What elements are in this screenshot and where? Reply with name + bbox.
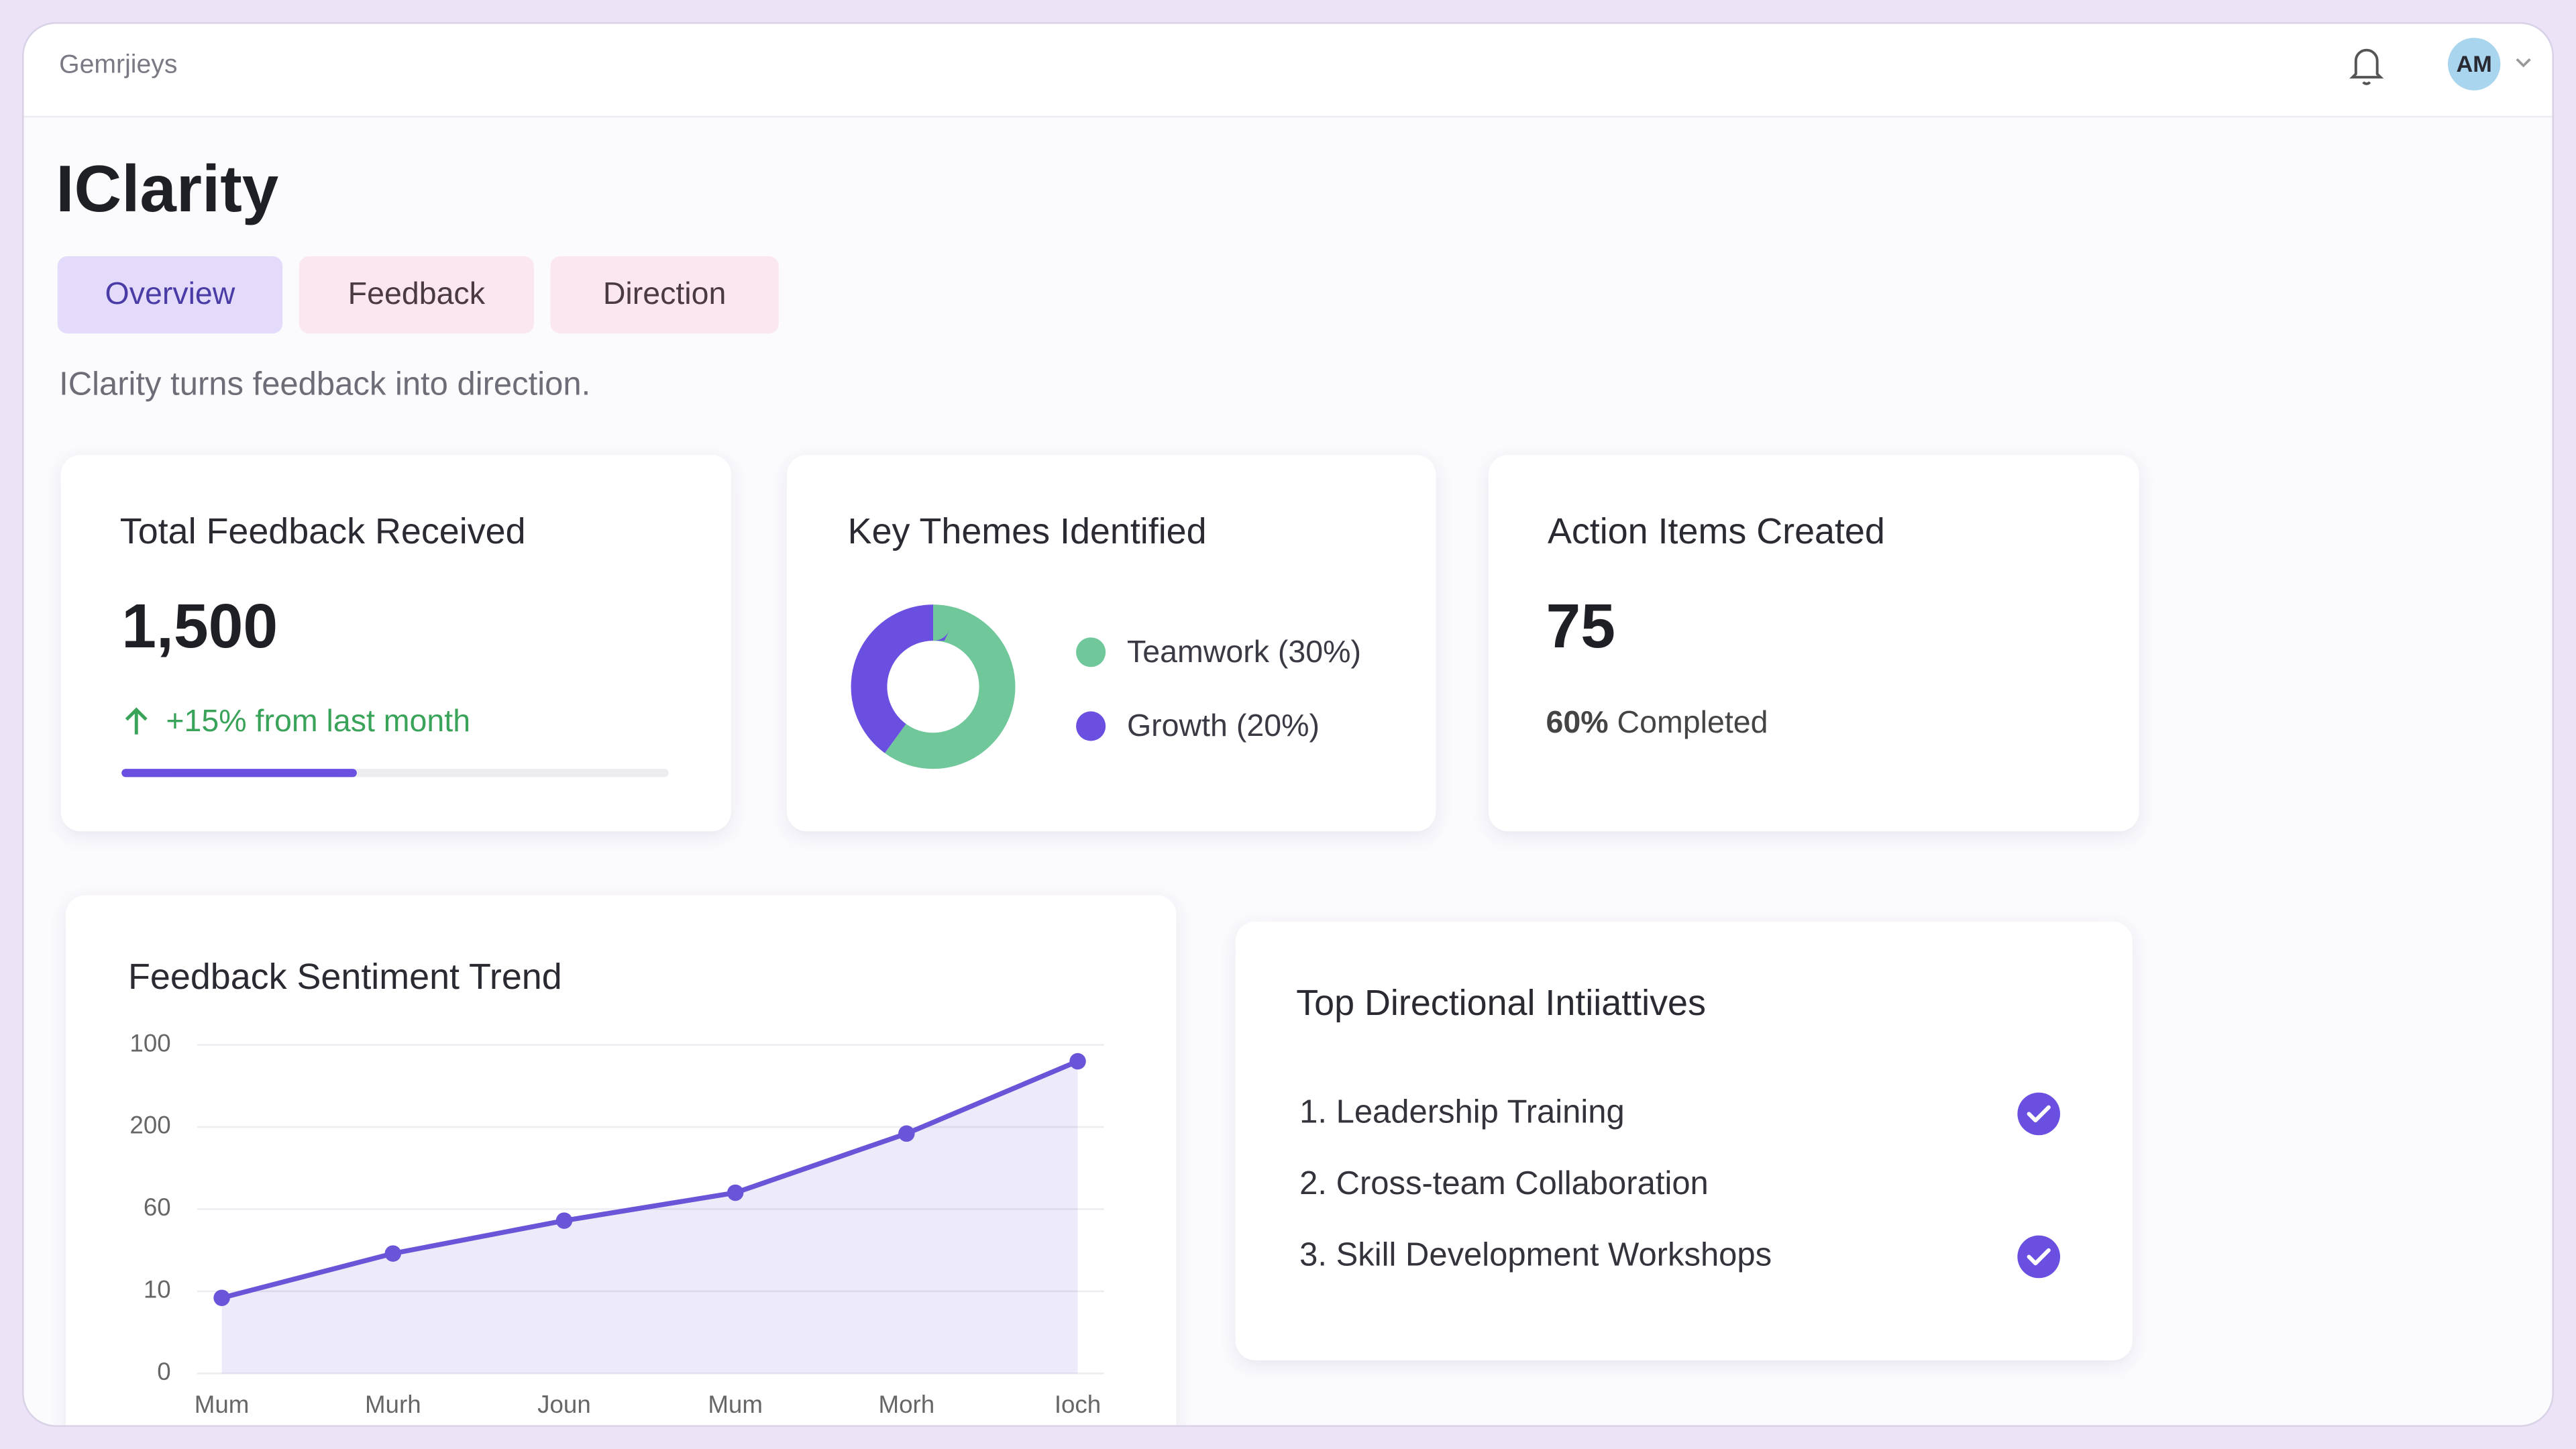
y-tick-label: 0	[157, 1358, 170, 1385]
card-change: +15% from last month	[166, 703, 470, 738]
tagline: IClarity turns feedback into direction.	[59, 366, 590, 402]
initiatives-card	[1235, 921, 2133, 1360]
panel-border	[22, 22, 2554, 1427]
card	[60, 455, 731, 832]
point	[555, 1212, 573, 1229]
completion-percent: 60%	[1546, 704, 1608, 739]
check-badge	[2017, 1235, 2061, 1279]
y-tick-label: 10	[144, 1276, 171, 1303]
donut-segment	[851, 604, 1016, 769]
check-mark	[2027, 1248, 2051, 1266]
x-tick-label: Mum	[195, 1391, 250, 1418]
tab[interactable]	[299, 256, 534, 334]
area	[221, 1061, 1078, 1374]
x-tick-label: Morh	[879, 1391, 935, 1418]
check-badge	[2017, 1092, 2061, 1136]
y-tick-label: 200	[129, 1112, 170, 1139]
bell-icon[interactable]	[2349, 48, 2384, 85]
line	[221, 1059, 1079, 1301]
initiatives-title: Top Directional Intiiattives	[1296, 983, 1706, 1023]
legend-label: Teamwork (30%)	[1127, 634, 1361, 669]
point	[1069, 1053, 1086, 1070]
up-arrow	[125, 707, 148, 735]
avatar-initials: AM	[2457, 52, 2492, 77]
initiative: 3. Skill Development Workshops	[1299, 1236, 1772, 1273]
tab-label: Feedback	[348, 276, 486, 311]
brand: Gemrjieys	[59, 50, 177, 78]
y-tick-label: 100	[129, 1029, 170, 1057]
completion: 60% Completed	[1546, 704, 1768, 739]
avatar[interactable]	[2447, 38, 2501, 91]
tab[interactable]	[57, 256, 283, 334]
point	[727, 1184, 744, 1201]
tab[interactable]	[550, 256, 779, 334]
card-title: Total Feedback Received	[120, 511, 526, 551]
legend-swatch	[1076, 637, 1106, 667]
check-mark	[2027, 1105, 2051, 1123]
y-tick-label: 60	[144, 1193, 171, 1221]
card-value: 75	[1546, 591, 1615, 661]
progress-fill	[121, 769, 357, 777]
avatar-chevron[interactable]	[2516, 58, 2531, 68]
legend-swatch	[1076, 711, 1106, 741]
card-title: Action Items Created	[1548, 511, 1885, 551]
top-bar	[23, 23, 2553, 117]
tab-label: Overview	[105, 276, 235, 311]
x-tick-label: Mum	[708, 1391, 763, 1418]
x-tick-label: Ioch	[1055, 1391, 1101, 1418]
initiative: 2. Cross-team Collaboration	[1299, 1165, 1709, 1201]
point	[213, 1289, 230, 1306]
completion-text: Completed	[1617, 704, 1768, 739]
page-title: IClarity	[56, 152, 278, 225]
chart-card	[65, 895, 1177, 1426]
app-window: Gemrjieys AM IClarity IClarity turns fee…	[23, 23, 2553, 1426]
tab-label: Direction	[603, 276, 727, 311]
point	[384, 1245, 402, 1262]
card-title: Key Themes Identified	[848, 511, 1207, 551]
x-tick-label: Joun	[537, 1391, 591, 1418]
x-tick-label: Murh	[365, 1391, 421, 1418]
initiative: 1. Leadership Training	[1299, 1093, 1625, 1130]
point	[898, 1125, 915, 1142]
legend-label: Growth (20%)	[1127, 708, 1320, 743]
card-value: 1,500	[121, 591, 278, 661]
card	[1488, 455, 2139, 832]
chart-title: Feedback Sentiment Trend	[128, 957, 562, 997]
